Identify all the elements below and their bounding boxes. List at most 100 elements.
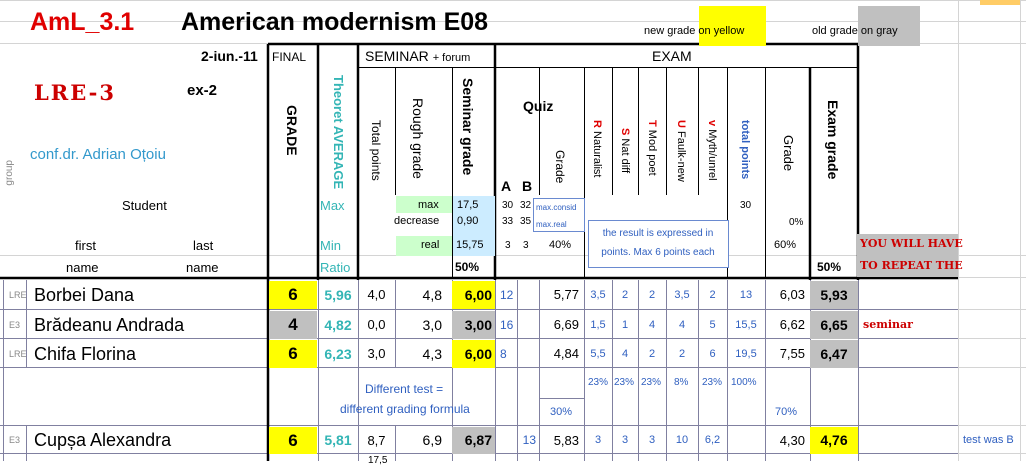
cell-name[interactable]: Chifa Florina (34, 344, 137, 364)
cell-avg: 4,82 (324, 317, 352, 333)
col-total-points: Total points (369, 120, 383, 181)
max-real: max.real (536, 220, 567, 229)
cell-exam: 6,47 (810, 340, 858, 368)
exam-60: 60% (774, 239, 797, 251)
cell-exam: 4,76 (810, 427, 858, 454)
col-exam-grade-col: Grade (781, 135, 796, 172)
cell-name[interactable]: Cupșa Alexandra (34, 430, 172, 450)
cell-tot: 13 (739, 289, 753, 301)
max-consid-box (533, 198, 585, 232)
cell-avg: 6,23 (324, 346, 352, 362)
legend-new-swatch (699, 6, 766, 46)
legend-old-swatch (858, 6, 920, 46)
teacher: conf.dr. Adrian Oțoiu (30, 146, 166, 163)
cell-v: 6 (709, 348, 716, 360)
max-consid: max.consid (536, 203, 577, 212)
quiz-b-min: 3 (523, 240, 529, 251)
cell-avg: 5,81 (324, 432, 352, 448)
col-r-text: Naturalist (591, 131, 603, 178)
cell-t: 2 (648, 289, 656, 301)
cell-name[interactable]: Borbei Dana (34, 285, 135, 305)
cell-rough: 4,3 (422, 346, 442, 362)
col-t-text: Mod poet (646, 129, 658, 176)
date: 2-iun.-11 (201, 48, 258, 64)
max-label: Max (320, 198, 345, 213)
diff-p2: 23% (614, 377, 635, 388)
col-v-letter: v (706, 120, 718, 127)
quiz-b-max: 32 (520, 200, 532, 211)
col-seminar-grade: Seminar grade (460, 78, 476, 176)
cell-rough: 4,8 (422, 287, 442, 303)
name-label-last: name (186, 260, 219, 275)
cell-note: seminar (863, 318, 913, 331)
cell-r: 1,5 (590, 319, 606, 331)
decrease-text: decrease (394, 215, 440, 227)
diff-line1: Different test = (365, 382, 444, 396)
cell-grade: 6 (269, 340, 317, 368)
legend-new: new grade on yellow (644, 25, 745, 37)
cell-quiz-a: 12 (500, 288, 514, 302)
course-code: AmL_3.1 (30, 8, 135, 36)
col-r: R Naturalist (591, 120, 603, 177)
col-quiz-a: A (501, 178, 512, 194)
col-u: U Faulk-new (675, 120, 687, 182)
exam-total-max: 30 (740, 200, 752, 211)
final-label: FINAL (272, 50, 307, 64)
col-u-letter: U (675, 120, 687, 128)
min-label: Min (320, 238, 341, 253)
result-note: the result is expressed in points. Max 6… (601, 228, 715, 258)
quiz-a-min: 3 (505, 240, 511, 251)
quiz-pct: 40% (549, 239, 572, 251)
cell-avg: 5,96 (324, 287, 352, 303)
col-exam-grade: Exam grade (825, 100, 841, 180)
col-quiz-grade: Grade (553, 150, 567, 184)
cell-sem: 6,87 (452, 427, 495, 454)
name-label-first: name (66, 260, 99, 275)
cell-tot: 19,5 (735, 348, 757, 360)
cell-v: 2 (709, 289, 716, 301)
cell-grade: 6 (269, 427, 317, 454)
sem-pct: 50% (455, 260, 480, 274)
cell-tot (727, 427, 765, 454)
orange-cell (980, 0, 1020, 5)
cell-rough: 3,0 (422, 317, 442, 333)
params-blue (453, 196, 495, 256)
cell-t: 3 (648, 434, 656, 446)
cell-sem: 3,00 (452, 311, 495, 339)
diff-quiz-pct: 30% (550, 406, 573, 418)
ratio-label: Ratio (320, 260, 351, 275)
cell-sem: 6,00 (452, 340, 495, 368)
col-grade: GRADE (284, 105, 300, 156)
cell-egrade: 4,30 (779, 433, 805, 448)
cell-note: test was B (963, 434, 1014, 446)
cell-name[interactable]: Brădeanu Andrada (34, 315, 185, 335)
cell-sem: 6,00 (452, 281, 495, 309)
cell-group: LRE (9, 349, 27, 359)
diff-p1: 23% (588, 377, 609, 388)
legend-old: old grade on gray (812, 25, 898, 37)
seminar-title: SEMINAR (365, 48, 429, 64)
col-v: v Myth/unrel (706, 120, 718, 181)
cell-quiz-grade: 4,84 (553, 346, 579, 361)
max-green (396, 196, 452, 213)
cell-quiz-grade: 6,69 (553, 317, 579, 332)
quiz-b-dec: 35 (520, 216, 532, 227)
diff-exam-pct: 70% (775, 406, 798, 418)
seminar-label: SEMINAR + forum (365, 48, 470, 64)
cell-s: 1 (621, 319, 629, 331)
cell-quiz-b (517, 311, 539, 339)
cell-group: E3 (9, 435, 21, 445)
seminar-sub: + forum (432, 52, 471, 64)
cell-total: 8,7 (367, 433, 386, 448)
sheet-title: American modernism E08 (181, 8, 489, 36)
cell-v: 5 (709, 319, 716, 331)
cell-group: LRE (9, 290, 27, 300)
cell-egrade: 7,55 (779, 346, 805, 361)
col-u-text: Faulk-new (675, 131, 687, 182)
cell-r: 5,5 (590, 348, 606, 360)
cell-exam: 6,65 (810, 311, 858, 339)
cell-quiz-b (517, 281, 539, 309)
exam-0: 0% (789, 217, 804, 228)
col-quiz: Quiz (523, 98, 554, 114)
